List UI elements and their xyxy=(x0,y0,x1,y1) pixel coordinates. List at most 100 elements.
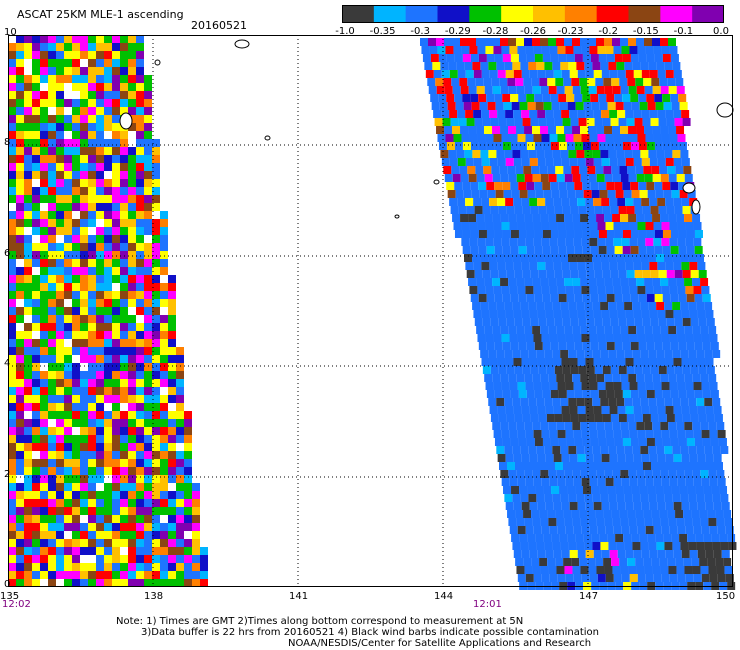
wind-cell xyxy=(24,123,32,131)
wind-cell xyxy=(453,46,462,54)
wind-cell xyxy=(513,198,522,206)
wind-cell xyxy=(508,278,517,286)
wind-cell xyxy=(64,435,72,443)
wind-cell xyxy=(589,334,598,342)
wind-cell xyxy=(520,350,529,358)
wind-cell xyxy=(550,54,559,62)
wind-cell xyxy=(516,566,525,574)
wind-cell xyxy=(32,363,40,371)
wind-cell xyxy=(638,342,647,350)
wind-cell xyxy=(702,342,711,350)
wind-cell xyxy=(586,462,595,470)
wind-cell xyxy=(48,531,56,539)
wind-cell xyxy=(24,323,32,331)
wind-cell xyxy=(665,158,674,166)
wind-cell xyxy=(136,99,144,107)
wind-cell xyxy=(453,222,462,230)
wind-cell xyxy=(594,414,603,422)
wind-cell xyxy=(670,94,679,102)
wind-cell xyxy=(719,534,728,542)
color-scale-swatch xyxy=(437,5,470,23)
wind-cell xyxy=(680,150,689,158)
wind-cell xyxy=(56,467,64,475)
wind-cell xyxy=(577,158,586,166)
wind-cell xyxy=(136,555,144,563)
wind-cell xyxy=(641,70,650,78)
wind-cell xyxy=(599,486,608,494)
wind-cell xyxy=(664,62,673,70)
wind-cell xyxy=(449,198,458,206)
wind-cell xyxy=(557,430,566,438)
wind-cell xyxy=(602,318,611,326)
wind-cell xyxy=(452,38,460,46)
wind-cell xyxy=(128,43,136,51)
wind-cell xyxy=(697,502,706,510)
wind-cell xyxy=(643,510,652,518)
wind-cell xyxy=(530,414,539,422)
wind-cell xyxy=(512,62,521,70)
wind-cell xyxy=(518,54,527,62)
wind-cell xyxy=(136,579,144,587)
wind-cell xyxy=(40,339,48,347)
wind-cell xyxy=(636,422,645,430)
wind-cell xyxy=(616,254,625,262)
wind-cell xyxy=(168,451,176,459)
wind-cell xyxy=(590,142,599,150)
wind-cell xyxy=(8,579,16,587)
wind-cell xyxy=(136,43,144,51)
wind-cell xyxy=(429,46,438,54)
wind-cell xyxy=(533,430,542,438)
wind-cell xyxy=(519,102,528,110)
wind-cell xyxy=(636,566,645,574)
wind-cell xyxy=(32,507,40,515)
wind-cell xyxy=(96,563,104,571)
wind-cell xyxy=(530,118,539,126)
wind-cell xyxy=(120,419,128,427)
wind-cell xyxy=(160,435,168,443)
wind-cell xyxy=(96,51,104,59)
color-scale-swatch xyxy=(692,5,724,23)
wind-cell xyxy=(510,54,519,62)
wind-cell xyxy=(586,318,595,326)
wind-cell xyxy=(32,323,40,331)
wind-cell xyxy=(24,403,32,411)
wind-cell xyxy=(617,550,626,558)
wind-cell xyxy=(632,542,641,550)
wind-cell xyxy=(104,43,112,51)
wind-cell xyxy=(634,118,643,126)
wind-cell xyxy=(16,443,24,451)
wind-cell xyxy=(104,195,112,203)
wind-cell xyxy=(56,443,64,451)
wind-cell xyxy=(693,574,702,582)
wind-cell xyxy=(492,278,501,286)
wind-cell xyxy=(561,262,570,270)
wind-cell xyxy=(693,238,702,246)
wind-cell xyxy=(144,355,152,363)
wind-cell xyxy=(128,235,136,243)
wind-cell xyxy=(643,558,652,566)
wind-cell xyxy=(96,403,104,411)
wind-cell xyxy=(192,483,200,491)
wind-cell xyxy=(144,115,152,123)
wind-cell xyxy=(477,238,486,246)
latitude-label: 4 xyxy=(4,358,11,369)
wind-cell xyxy=(184,563,192,571)
wind-cell xyxy=(478,142,487,150)
wind-cell xyxy=(597,574,606,582)
wind-cell xyxy=(522,318,531,326)
wind-cell xyxy=(32,115,40,123)
wind-cell xyxy=(513,454,522,462)
wind-cell xyxy=(681,158,690,166)
wind-cell xyxy=(112,523,120,531)
wind-cell xyxy=(72,35,80,43)
wind-cell xyxy=(24,147,32,155)
wind-cell xyxy=(56,499,64,507)
wind-cell xyxy=(112,547,120,555)
wind-cell xyxy=(48,275,56,283)
wind-cell xyxy=(152,331,160,339)
wind-cell xyxy=(624,62,633,70)
wind-cell xyxy=(700,326,709,334)
wind-cell xyxy=(597,382,606,390)
wind-cell xyxy=(617,454,626,462)
wind-cell xyxy=(8,251,16,259)
